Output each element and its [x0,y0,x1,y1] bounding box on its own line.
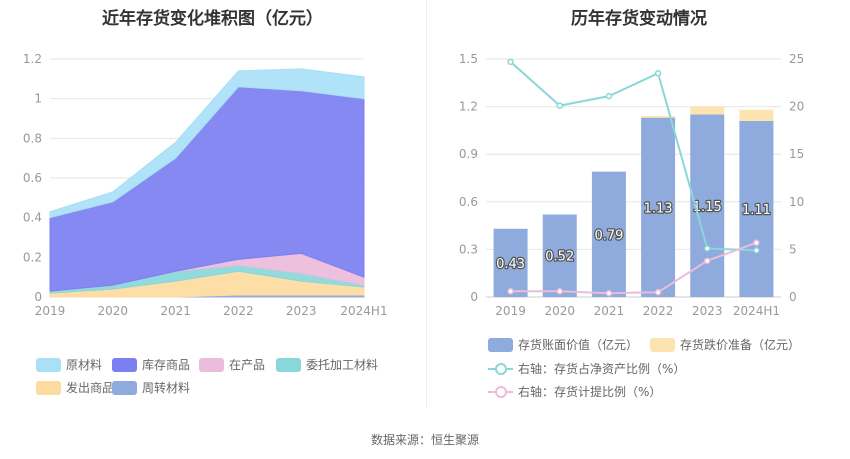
legend-item[interactable]: 存货跌价准备（亿元） [650,336,800,353]
left-chart-panel: 近年存货变化堆积图（亿元） 0 0.2 0.4 0.6 0.8 1 1.2 2019 2020 2… [0,0,425,410]
y-tick-label: 0.4 [23,211,42,225]
y2-tick-label: 5 [789,242,797,256]
y-tick-label: 0.3 [459,242,478,256]
x-tick-label: 2020 [98,304,129,318]
x-tick-label: 2019 [35,304,66,318]
line-point [704,245,711,252]
line-point [753,239,760,246]
line-point [556,102,563,109]
line-point [507,58,514,66]
bar-line-combo-chart: 0 0.3 0.6 0.9 1.2 1.5 0 5 10 15 20 25 2019 2020 2021 20… [459,52,804,318]
x-tick-label: 2019 [495,304,526,318]
legend-label: 发出商品 [66,381,115,395]
legend-line-marker [488,362,513,376]
line-point [556,288,563,295]
legend-label: 右轴：存货计提比例（%） [518,385,662,399]
bar [739,109,774,121]
right-chart-title: 历年存货变动情况 [571,9,707,29]
y-tick-label: 1.5 [459,52,478,66]
bar-data-label: 0.43 [496,257,525,272]
y2-tick-label: 15 [789,147,804,161]
line-series [510,241,757,295]
x-tick-label: 2021 [160,304,191,318]
legend-swatch [488,337,513,352]
y-tick-label: 0.6 [459,195,478,209]
y-tick-label: 0.9 [459,147,478,161]
bar-data-label: 0.79 [594,228,623,243]
legend-item[interactable]: 右轴：存货计提比例（%） [488,383,661,400]
x-tick-label: 2024H1 [733,304,780,318]
legend-swatch [112,357,137,372]
x-tick-label: 2022 [643,304,674,318]
y-tick-label: 0 [34,290,42,304]
legend-item[interactable]: 原材料 [36,356,102,373]
legend-swatch [199,357,224,372]
bar [591,171,626,297]
panel-divider [426,0,427,408]
legend-swatch [36,357,61,372]
x-tick-label: 2022 [223,304,254,318]
line-point [507,288,514,295]
y2-tick-label: 25 [789,52,804,66]
legend-item[interactable]: 周转材料 [112,379,190,396]
line-point [704,257,711,265]
bar-data-label: 1.13 [644,201,673,216]
legend-label: 存货账面价值（亿元） [518,338,639,352]
line-series [509,61,757,252]
legend-label: 周转材料 [142,381,191,395]
bar-data-label: 1.15 [693,200,722,215]
legend-label: 在产品 [229,358,266,372]
line-point [753,247,760,254]
legend-label: 库存商品 [142,358,191,372]
right-chart-panel: 历年存货变动情况 0 0.3 0.6 0.9 1.2 1.5 0 5 10 15 20 25 2019 2… [428,0,850,410]
legend-label: 右轴：存货占净资产比例（%） [518,362,686,376]
legend-swatch [36,380,61,395]
y-tick-label: 0.6 [23,171,42,185]
stacked-area-chart: 0 0.2 0.4 0.6 0.8 1 1.2 2019 2020 2021 2022 2023 202… [23,52,388,318]
bar-data-label: 0.52 [545,250,574,265]
legend-item[interactable]: 存货账面价值（亿元） [488,336,638,353]
x-tick-label: 2023 [692,304,723,318]
legend-swatch [276,357,301,372]
x-tick-label: 2024H1 [340,304,387,318]
y-tick-label: 0.8 [23,131,42,145]
legend-item[interactable]: 委托加工材料 [276,356,378,373]
legend-item[interactable]: 右轴：存货占净资产比例（%） [488,360,685,377]
legend-swatch [112,380,137,395]
legend-item[interactable]: 在产品 [199,356,265,373]
bar [641,117,676,297]
legend-swatch [650,337,675,352]
bar-data-label: 1.11 [742,203,771,218]
line-point [605,289,613,297]
legend-item[interactable]: 发出商品 [36,379,114,396]
legend-line-marker [488,385,513,399]
x-tick-label: 2023 [286,304,317,318]
line-point [654,70,662,77]
bar [493,228,528,297]
y2-tick-label: 0 [789,290,797,304]
y2-tick-label: 20 [789,100,804,114]
y-tick-label: 1 [34,92,42,106]
y-tick-label: 1.2 [23,52,42,66]
bar [542,214,577,297]
line-point [605,92,613,100]
legend-label: 存货跌价准备（亿元） [680,338,801,352]
x-tick-label: 2020 [544,304,575,318]
y2-tick-label: 10 [789,195,804,209]
y-tick-label: 1.2 [459,100,478,114]
bar [690,106,725,115]
bar [739,120,774,297]
legend-label: 委托加工材料 [306,358,379,372]
data-source-note: 数据来源：恒生聚源 [370,433,479,447]
area-series-原材料 [49,68,365,219]
line-point [654,288,662,296]
x-tick-label: 2021 [594,304,625,318]
left-chart-title: 近年存货变化堆积图（亿元） [102,9,323,29]
legend-label: 原材料 [66,358,103,372]
bar [641,116,676,118]
y-tick-label: 0.2 [23,250,42,264]
y-tick-label: 0 [470,290,478,304]
legend-item[interactable]: 库存商品 [112,356,190,373]
